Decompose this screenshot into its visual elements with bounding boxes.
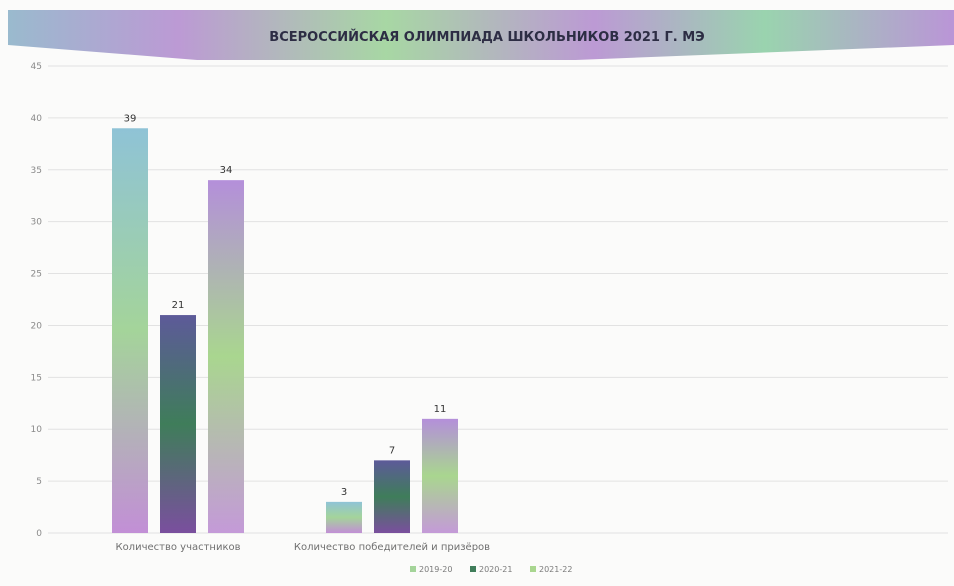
y-tick-label: 5 bbox=[36, 477, 42, 487]
y-tick-label: 10 bbox=[31, 425, 43, 435]
data-labels: 39 21 34 3 7 11 bbox=[124, 113, 447, 498]
bar bbox=[422, 418, 458, 533]
data-label: 3 bbox=[341, 487, 347, 498]
chart-title: ВСЕРОССИЙСКАЯ ОЛИМПИАДА ШКОЛЬНИКОВ 2021 … bbox=[269, 29, 704, 45]
bar bbox=[374, 460, 410, 533]
data-label: 7 bbox=[389, 445, 395, 456]
y-tick-label: 20 bbox=[31, 321, 43, 331]
legend-label: 2021-22 bbox=[539, 565, 572, 574]
bar bbox=[112, 128, 148, 533]
grid-lines bbox=[48, 65, 948, 534]
x-axis-categories: Количество участников Количество победите… bbox=[115, 542, 490, 553]
bars bbox=[112, 128, 458, 533]
legend-swatch bbox=[410, 566, 416, 572]
x-category-label: Количество победителей и призёров bbox=[294, 542, 490, 553]
legend-label: 2019-20 bbox=[419, 565, 452, 574]
y-tick-label: 25 bbox=[31, 270, 42, 280]
bar bbox=[208, 180, 244, 533]
data-label: 21 bbox=[172, 300, 185, 311]
y-tick-label: 40 bbox=[31, 114, 43, 124]
y-tick-label: 35 bbox=[31, 166, 42, 176]
y-tick-label: 45 bbox=[31, 62, 42, 72]
x-category-label: Количество участников bbox=[115, 542, 240, 553]
y-tick-label: 30 bbox=[31, 218, 43, 228]
data-label: 34 bbox=[220, 165, 233, 176]
legend-swatch bbox=[530, 566, 536, 572]
y-tick-label: 15 bbox=[31, 373, 42, 383]
bar bbox=[160, 315, 196, 533]
legend: 2019-20 2020-21 2021-22 bbox=[410, 565, 572, 574]
data-label: 39 bbox=[124, 113, 137, 124]
y-tick-label: 0 bbox=[36, 529, 42, 539]
legend-label: 2020-21 bbox=[479, 565, 512, 574]
legend-swatch bbox=[470, 566, 476, 572]
bar bbox=[326, 501, 362, 533]
y-axis-ticks: 0 5 10 15 20 25 30 35 40 45 bbox=[31, 62, 43, 539]
data-label: 11 bbox=[434, 404, 447, 415]
